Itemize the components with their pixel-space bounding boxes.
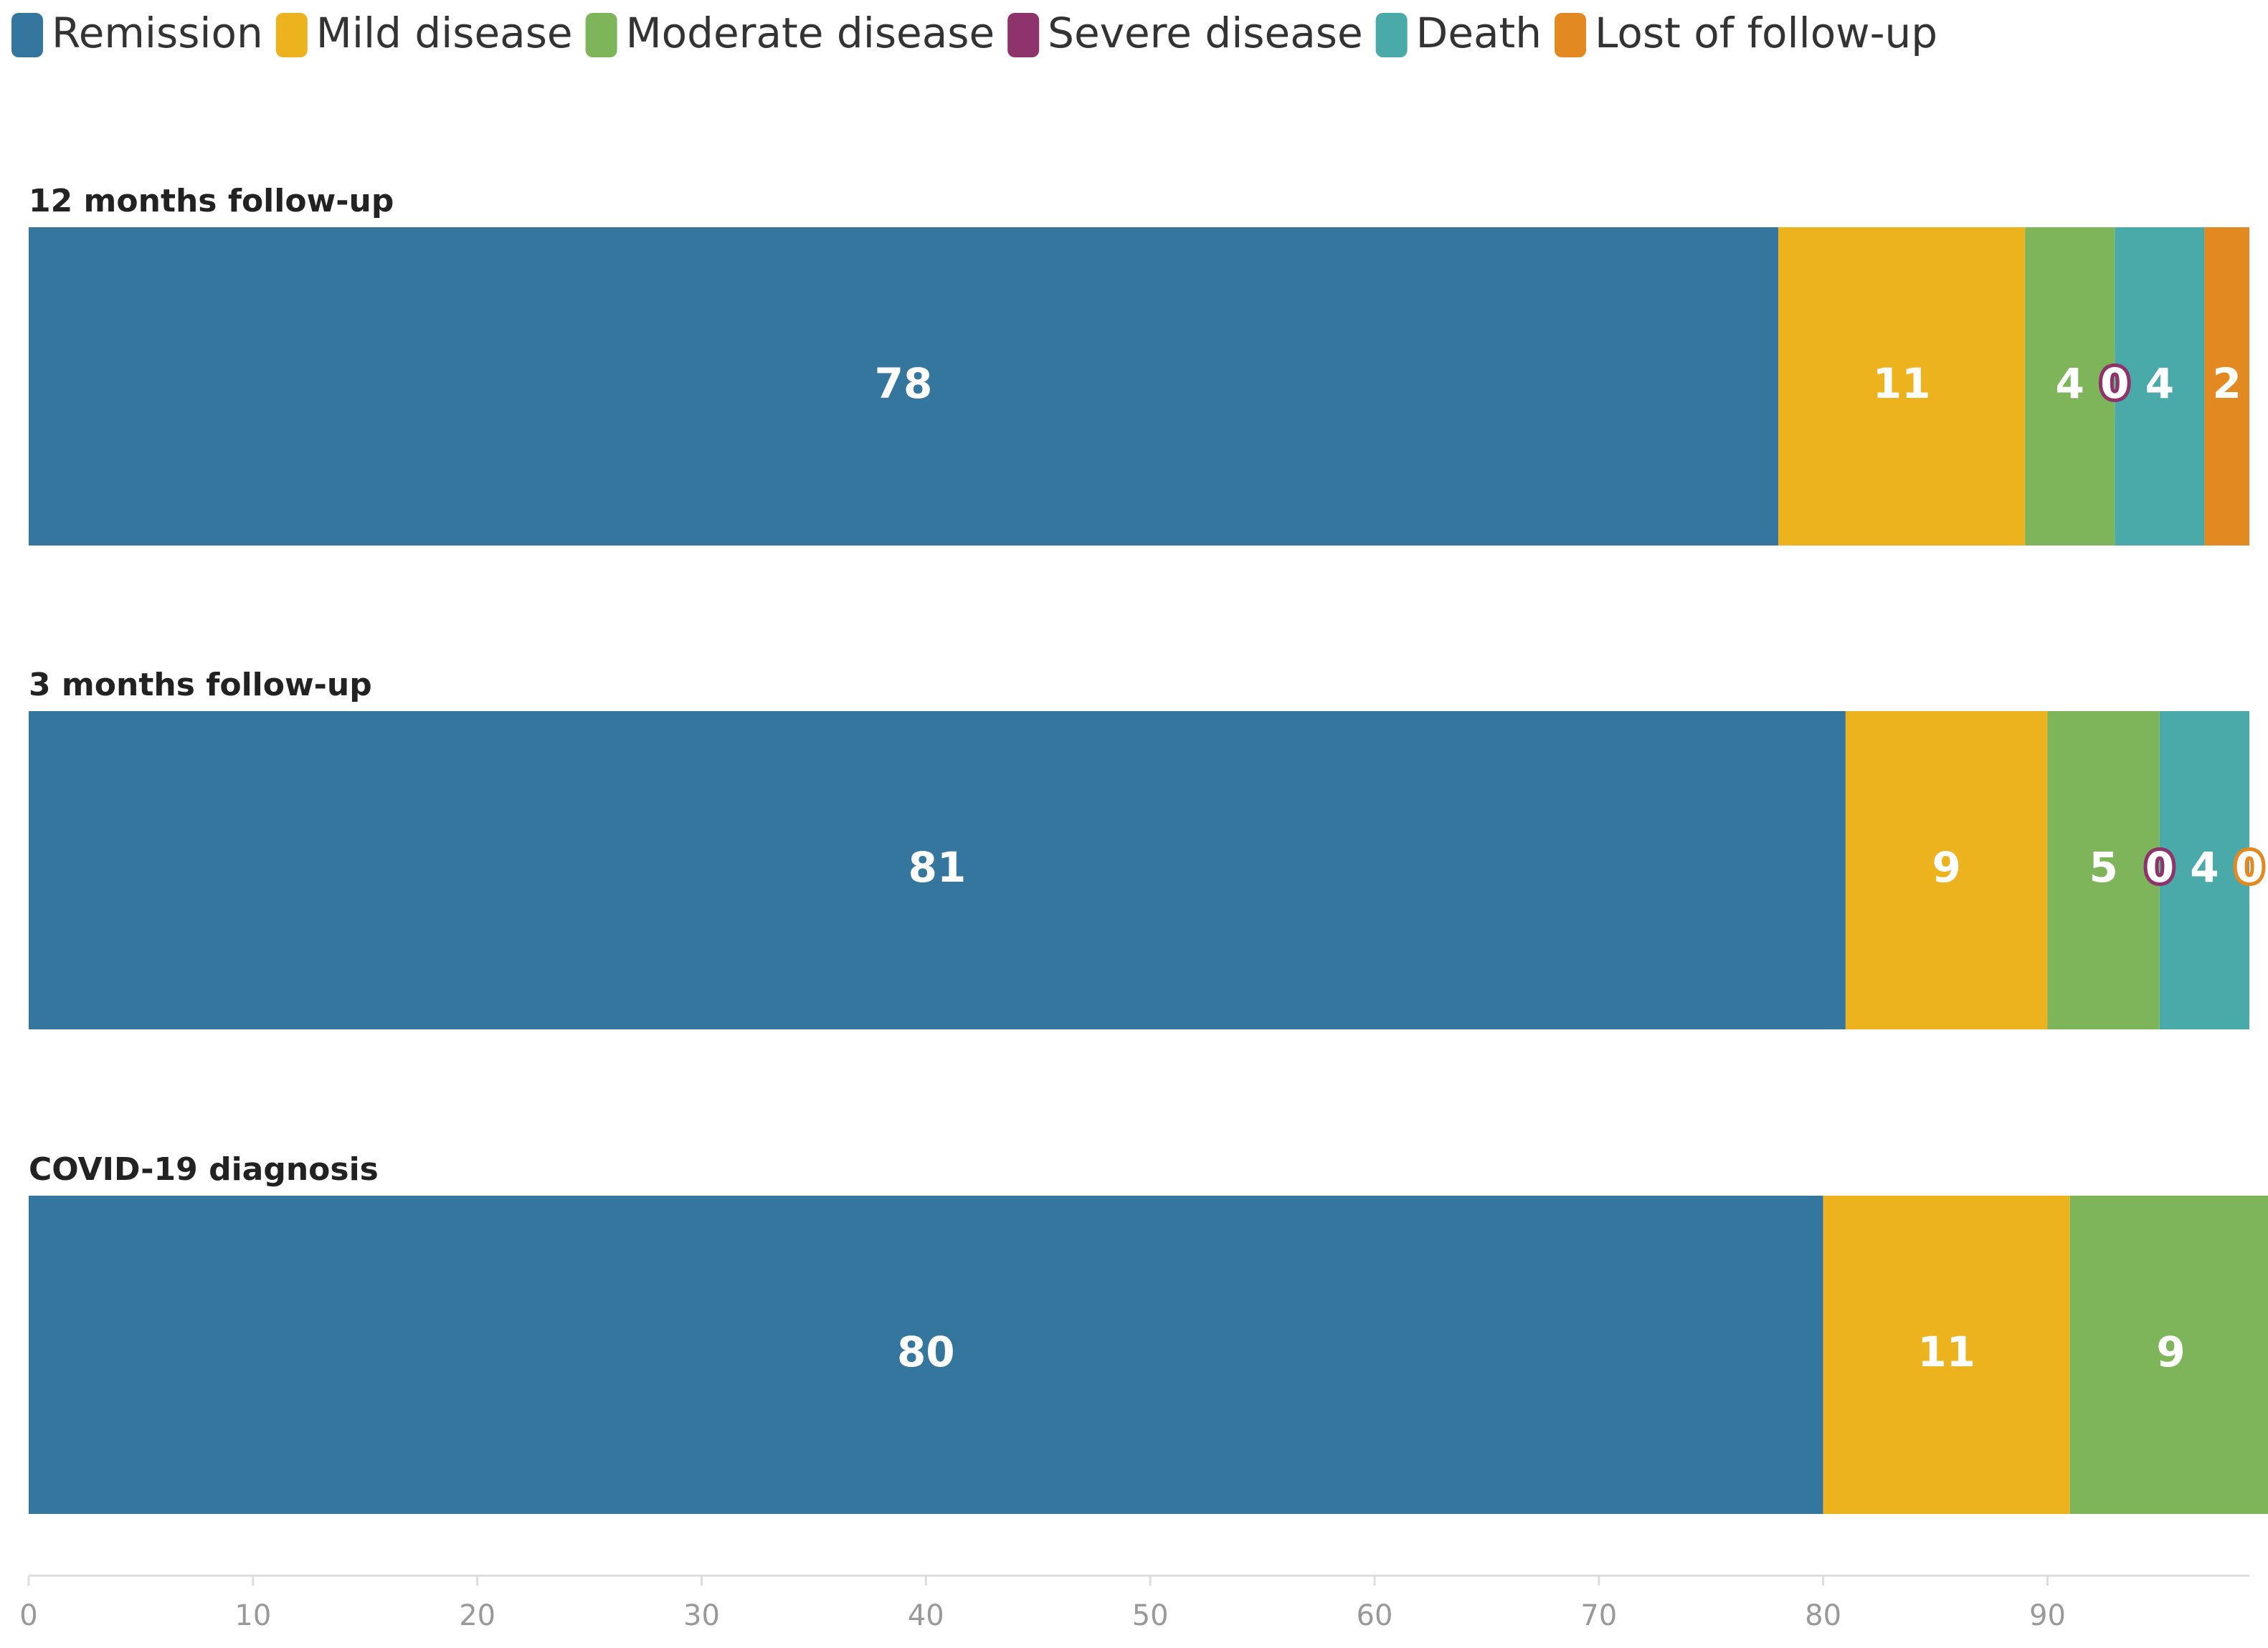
data-label: 4: [2190, 843, 2219, 892]
bar-segment: [2025, 227, 2115, 546]
data-label: 11: [1917, 1328, 1975, 1376]
bar-segment: [2069, 1196, 2268, 1514]
legend-label: Lost of follow-up: [1595, 9, 1937, 57]
data-label: 9: [1932, 843, 1961, 892]
data-label: 78: [875, 359, 933, 408]
legend-swatch: [1555, 13, 1587, 57]
x-tick-label: 60: [1357, 1599, 1393, 1632]
bar-segment: [29, 227, 1779, 546]
bar-segment: [2115, 227, 2205, 546]
bar-segment: [2047, 711, 2160, 1029]
legend-swatch: [11, 13, 43, 57]
bar-segment: [29, 1196, 1823, 1514]
legend-label: Moderate disease: [626, 9, 995, 57]
legend-swatch: [1007, 13, 1040, 57]
data-label: 0: [2235, 843, 2264, 892]
x-tick-label: 50: [1132, 1599, 1169, 1632]
data-label: 5: [2089, 843, 2117, 892]
category-label: 12 months follow-up: [29, 183, 394, 219]
x-tick-label: 40: [908, 1599, 944, 1632]
data-label: 11: [1873, 359, 1931, 408]
data-label: 4: [2056, 359, 2084, 408]
legend-label: Severe disease: [1048, 9, 1362, 57]
legend-swatch: [1375, 13, 1408, 57]
bar-segment: [2204, 227, 2249, 546]
data-label: 4: [2145, 359, 2174, 408]
bar-segment: [29, 711, 1846, 1029]
data-label: 0: [2145, 843, 2174, 892]
legend-label: Death: [1416, 9, 1542, 57]
legend-label: Mild disease: [316, 9, 573, 57]
x-tick-label: 70: [1580, 1599, 1617, 1632]
data-label: 80: [897, 1328, 955, 1376]
data-label: 2: [2213, 359, 2241, 408]
x-tick-label: 20: [459, 1599, 495, 1632]
category-label: 3 months follow-up: [29, 667, 372, 703]
legend-label: Remission: [52, 9, 263, 57]
category-label: COVID-19 diagnosis: [29, 1151, 379, 1188]
x-tick-label: 90: [2029, 1599, 2066, 1632]
data-label: 9: [2156, 1328, 2185, 1376]
bar-segment: [1845, 711, 2048, 1029]
x-tick-label: 30: [683, 1599, 720, 1632]
x-tick-label: 80: [1805, 1599, 1841, 1632]
data-label: 81: [908, 843, 967, 892]
x-tick-label: 10: [234, 1599, 271, 1632]
bar-segment: [1823, 1196, 2070, 1514]
data-label: 0: [2100, 359, 2129, 408]
legend-swatch: [275, 13, 308, 57]
legend-swatch: [585, 13, 617, 57]
bar-segment: [1778, 227, 2026, 546]
x-tick-label: 0: [19, 1599, 37, 1632]
bar-segment: [2159, 711, 2249, 1029]
